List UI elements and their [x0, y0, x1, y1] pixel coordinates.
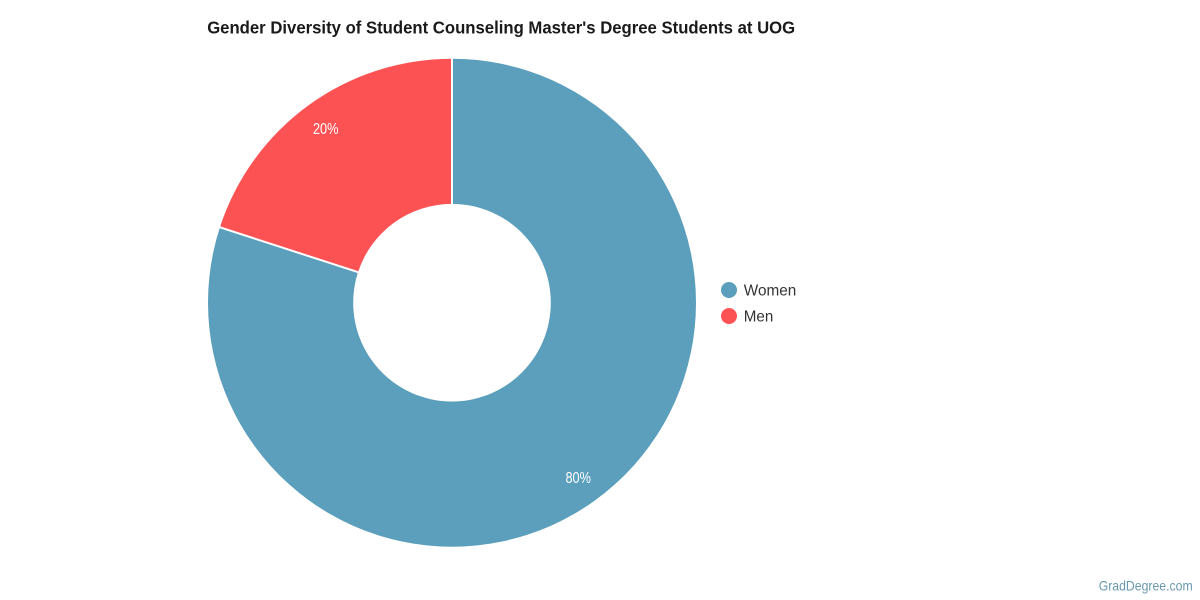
svg-text:20%: 20%	[313, 121, 339, 138]
svg-text:80%: 80%	[565, 470, 591, 487]
svg-text:Gender Diversity of Student Co: Gender Diversity of Student Counseling M…	[207, 17, 795, 37]
svg-text:Men: Men	[744, 309, 774, 326]
svg-text:Women: Women	[744, 283, 797, 300]
svg-text:GradDegree.com: GradDegree.com	[1099, 578, 1193, 594]
